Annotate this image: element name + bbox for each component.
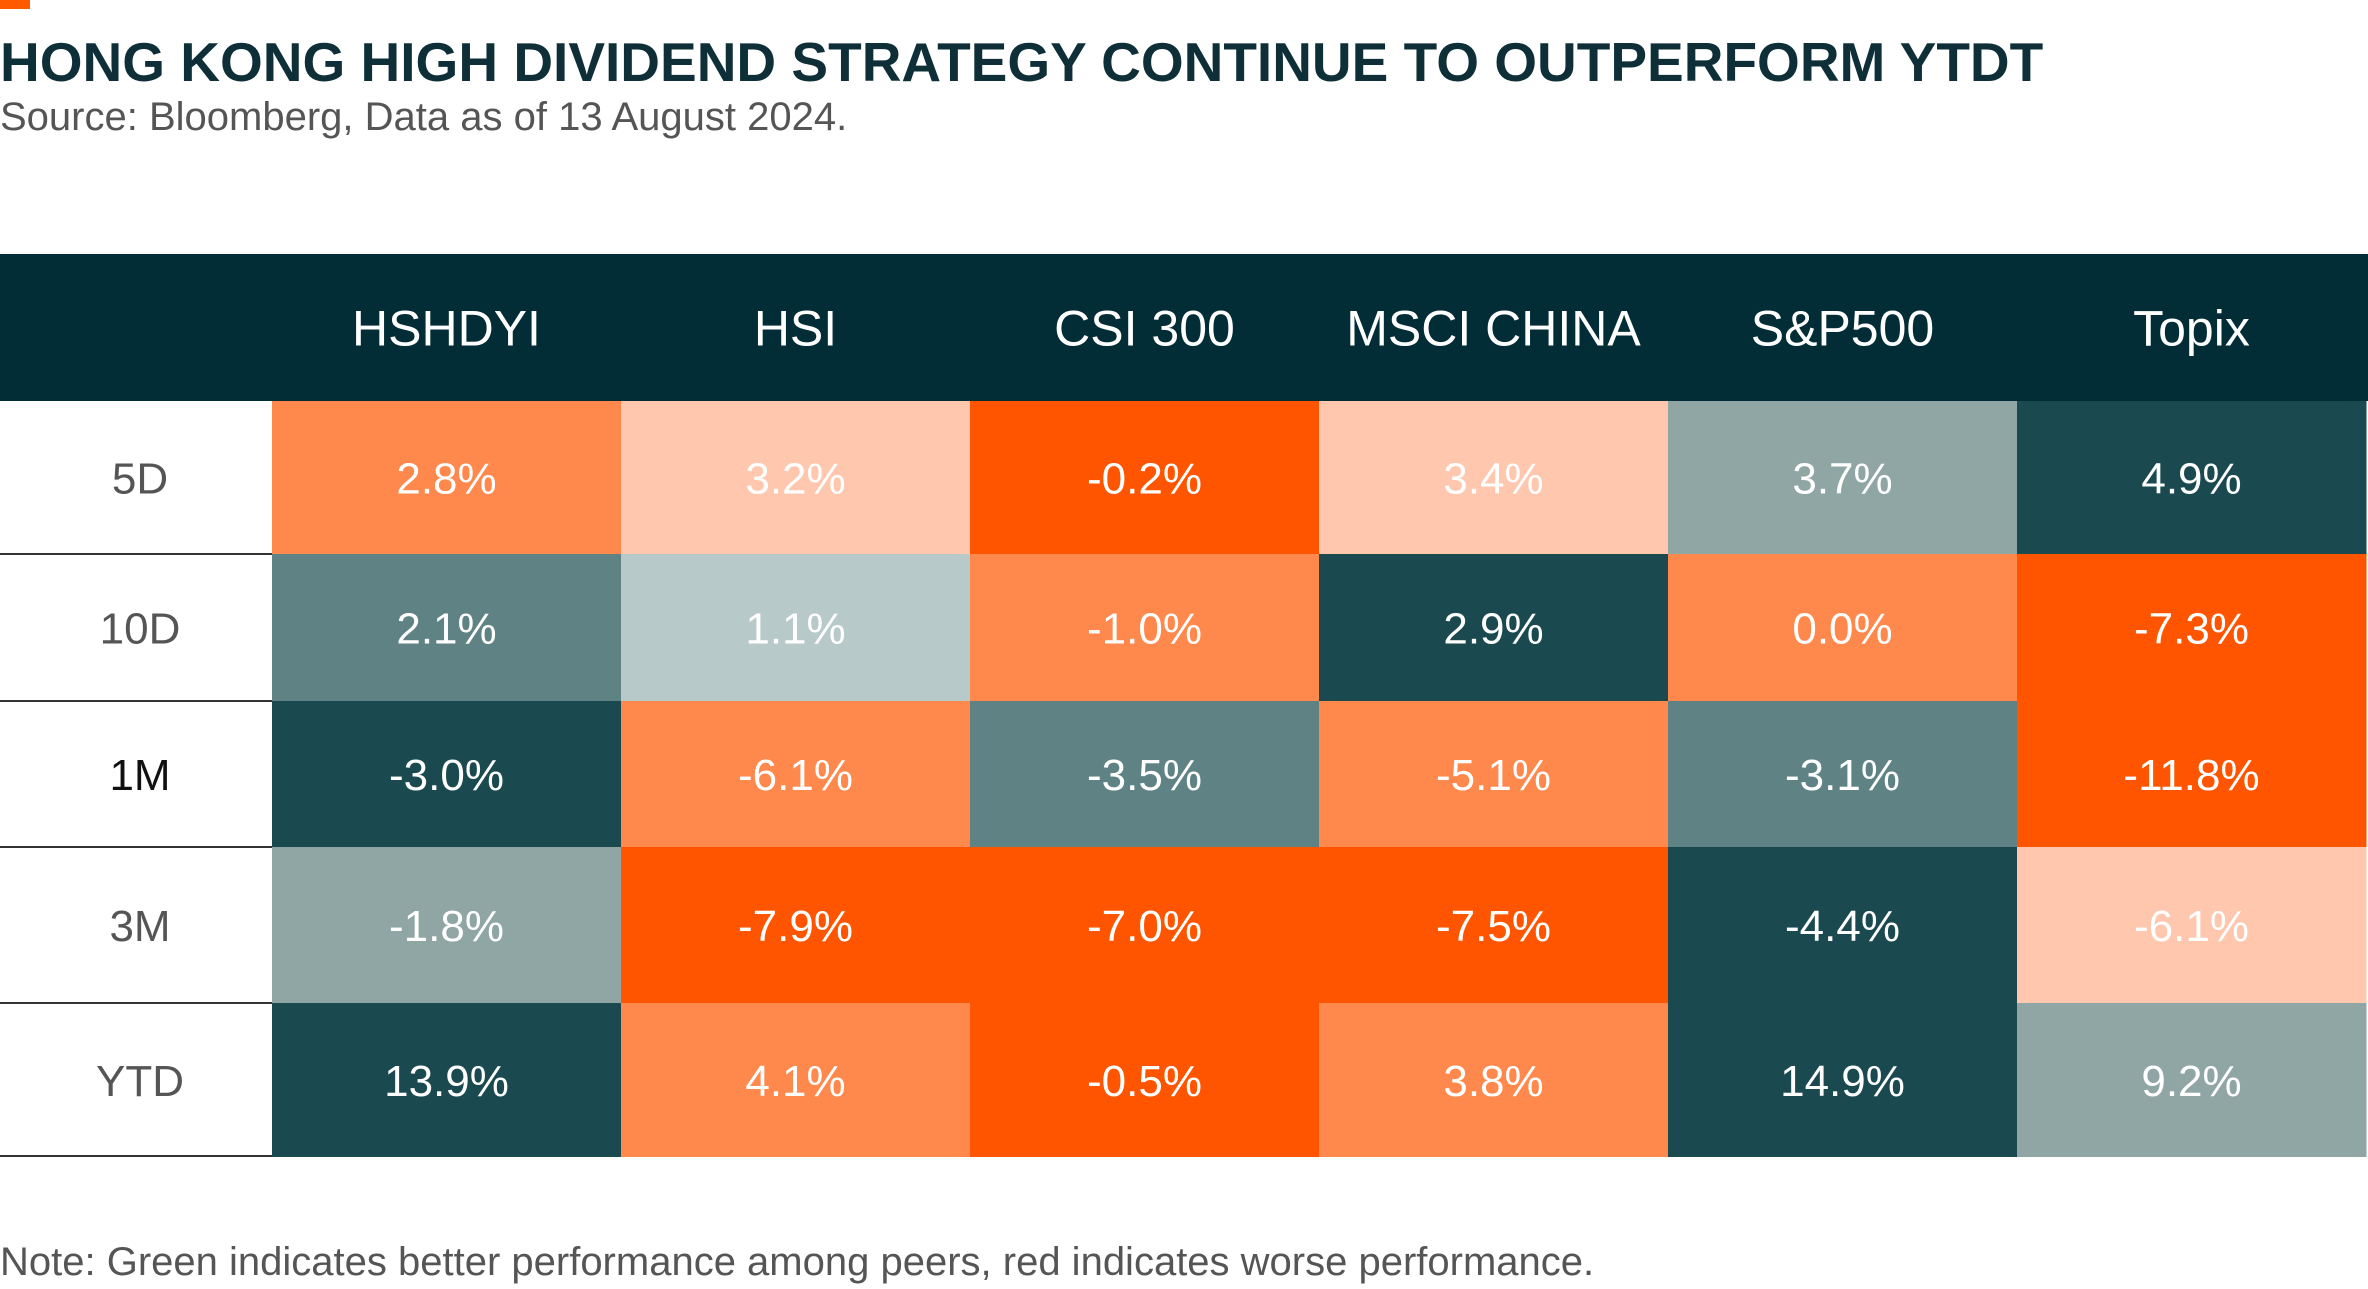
cell-value-label: 2.9% — [1443, 604, 1543, 653]
row-label: 5D — [112, 454, 168, 503]
heatmap-cell — [621, 401, 971, 555]
heatmap-cell — [621, 701, 971, 848]
heatmap-cell — [1668, 1003, 2018, 1157]
cell-value-label: -11.8% — [2123, 751, 2259, 800]
heatmap-cell — [272, 401, 622, 555]
heatmap-cell — [970, 554, 1320, 702]
row-label: 1M — [109, 751, 170, 800]
header-band — [0, 254, 2368, 401]
heatmap-cell — [1319, 401, 1669, 555]
heatmap-cell — [272, 554, 622, 702]
cell-value-label: 3.2% — [745, 454, 845, 503]
cell-value-label: 1.1% — [745, 604, 845, 653]
heatmap-cell — [2017, 847, 2367, 1004]
cell-value-label: -6.1% — [2134, 902, 2249, 951]
cell-value-label: -3.1% — [1785, 751, 1900, 800]
heatmap-cell — [272, 1003, 622, 1157]
cell-value-label: -5.1% — [1436, 751, 1551, 800]
cell-value-label: 3.8% — [1443, 1057, 1543, 1106]
heatmap-cell — [970, 701, 1320, 848]
heatmap-cell — [970, 847, 1320, 1004]
column-header: HSI — [754, 301, 837, 357]
chart-title: HONG KONG HIGH DIVIDEND STRATEGY CONTINU… — [0, 31, 2044, 93]
heatmap-cell — [970, 401, 1320, 555]
row-label: YTD — [96, 1057, 184, 1106]
heatmap-cell — [2017, 401, 2367, 555]
heatmap-cell — [272, 701, 622, 848]
cell-value-label: 14.9% — [1780, 1057, 1905, 1106]
column-header: Topix — [2133, 301, 2250, 357]
heatmap-cell — [1668, 401, 2018, 555]
heatmap-cell — [2017, 701, 2367, 848]
cell-value-label: -3.0% — [389, 751, 504, 800]
cell-value-label: -7.0% — [1087, 902, 1202, 951]
cell-value-label: 9.2% — [2141, 1057, 2241, 1106]
row-label: 3M — [109, 902, 170, 951]
cell-value-label: 13.9% — [384, 1057, 509, 1106]
cell-value-label: -0.5% — [1087, 1057, 1202, 1106]
heatmap-cell — [1319, 554, 1669, 702]
heatmap-cell — [2017, 554, 2367, 702]
cell-value-label: 2.1% — [396, 604, 496, 653]
cell-value-label: 3.7% — [1792, 454, 1892, 503]
accent-bar — [0, 0, 30, 9]
chart-subtitle: Source: Bloomberg, Data as of 13 August … — [0, 95, 848, 139]
heatmap-table: HSHDYI HSI CSI 300 MSCI CHINA S&P500 Topix 5D 2… — [0, 254, 2368, 1157]
heatmap-cell — [1668, 701, 2018, 848]
column-header: S&P500 — [1751, 301, 1934, 357]
cell-value-label: -7.3% — [2134, 604, 2249, 653]
column-header: HSHDYI — [352, 301, 541, 357]
heatmap-cell — [1668, 847, 2018, 1004]
heatmap-cell — [621, 554, 971, 702]
heatmap-cell — [1319, 1003, 1669, 1157]
cell-value-label: 2.8% — [396, 454, 496, 503]
heatmap-cell — [1319, 701, 1669, 848]
cell-value-label: -6.1% — [738, 751, 853, 800]
heatmap-cell — [970, 1003, 1320, 1157]
cell-value-label: 3.4% — [1443, 454, 1543, 503]
cell-value-label: -1.8% — [389, 902, 504, 951]
column-header: CSI 300 — [1054, 301, 1235, 357]
cell-value-label: -4.4% — [1785, 902, 1900, 951]
heatmap-cell — [1668, 554, 2018, 702]
cell-value-label: -7.9% — [738, 902, 853, 951]
cell-value-label: 4.9% — [2141, 454, 2241, 503]
cell-value-label: -0.2% — [1087, 454, 1202, 503]
heatmap-cell — [621, 1003, 971, 1157]
heatmap-cell — [2017, 1003, 2367, 1157]
cell-value-label: -3.5% — [1087, 751, 1202, 800]
column-header: MSCI CHINA — [1346, 301, 1641, 357]
cell-value-label: 0.0% — [1792, 604, 1892, 653]
row-label: 10D — [100, 604, 181, 653]
heatmap-cell — [272, 847, 622, 1004]
cell-value-label: 4.1% — [745, 1057, 845, 1106]
heatmap-cell — [621, 847, 971, 1004]
chart-note: Note: Green indicates better performance… — [0, 1240, 1595, 1284]
cell-value-label: -7.5% — [1436, 902, 1551, 951]
cell-value-label: -1.0% — [1087, 604, 1202, 653]
heatmap-cell — [1319, 847, 1669, 1004]
